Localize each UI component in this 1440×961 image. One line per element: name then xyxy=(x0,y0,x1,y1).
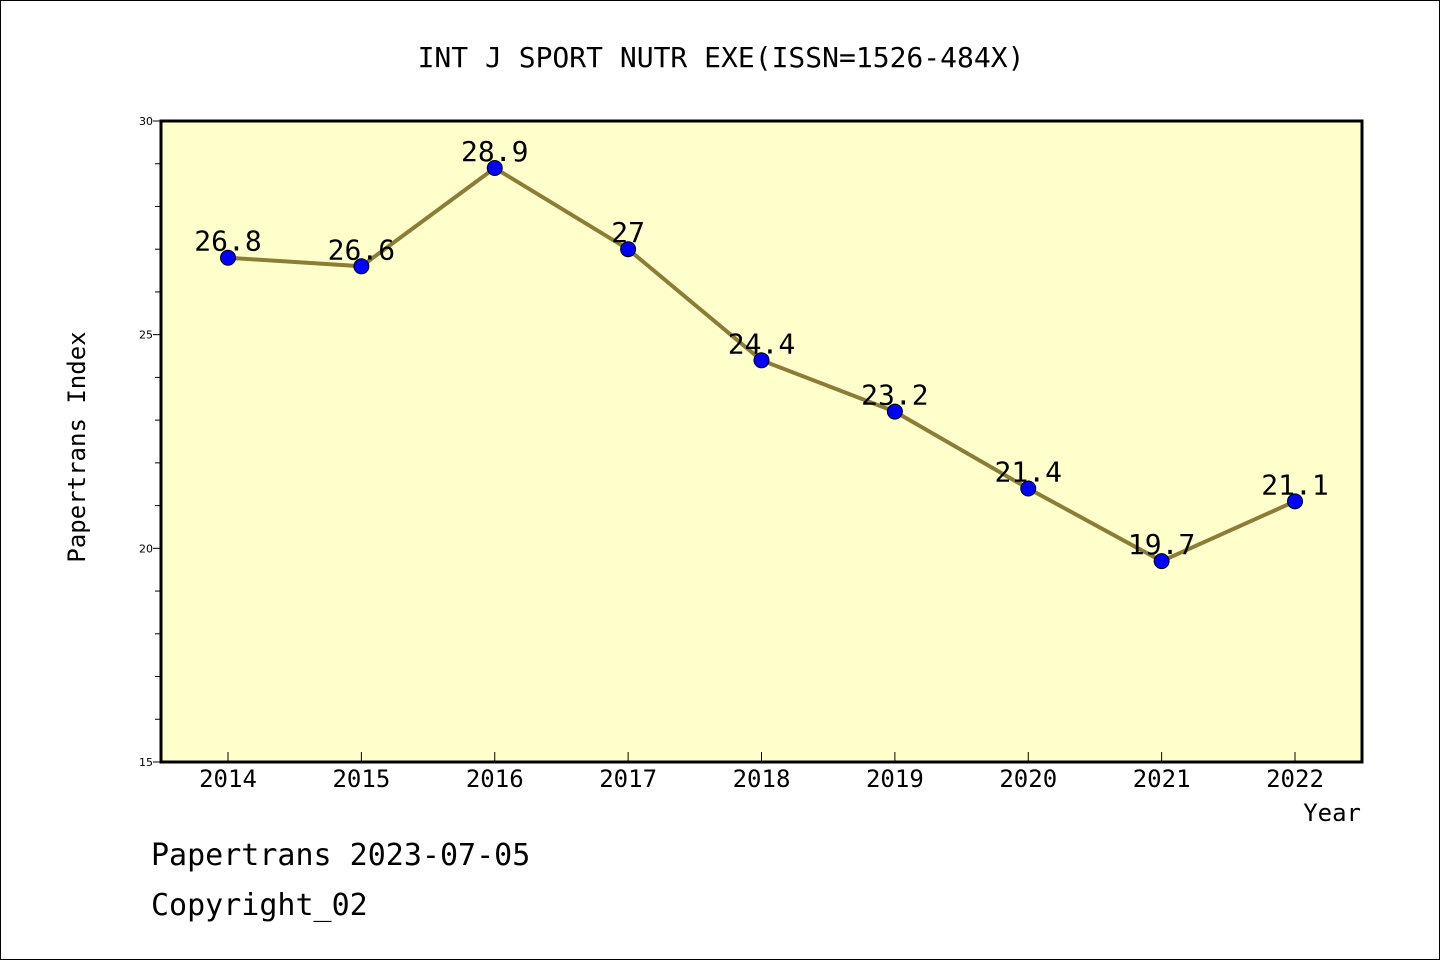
plot-border xyxy=(159,119,1364,764)
data-point xyxy=(1020,480,1037,497)
data-labels: 26.8 26.6 28.9 27 24.4 23.2 21.4 19.7 21.1 xyxy=(194,135,1328,561)
x-tick-label: 2019 xyxy=(866,765,924,793)
data-point xyxy=(220,249,236,266)
data-point xyxy=(886,403,903,420)
data-point xyxy=(353,258,370,275)
series-markers xyxy=(220,160,1303,570)
data-point xyxy=(1153,553,1170,570)
y-tick-label: 25 xyxy=(139,329,153,342)
data-point xyxy=(1287,493,1303,510)
y-axis-label: Papertrans Index xyxy=(63,331,91,562)
data-label: 19.7 xyxy=(1128,528,1195,561)
x-tick-label: 2018 xyxy=(733,765,791,793)
data-label: 28.9 xyxy=(461,135,528,168)
x-tick-label: 2017 xyxy=(599,765,657,793)
x-tick-label: 2016 xyxy=(466,765,524,793)
data-label: 26.8 xyxy=(194,225,261,258)
chart-title: INT J SPORT NUTR EXE(ISSN=1526-484X) xyxy=(418,41,1025,74)
data-label: 27 xyxy=(611,216,645,249)
footer-copyright: Copyright_02 xyxy=(151,888,368,923)
x-tick-label: 2015 xyxy=(332,765,390,793)
data-label: 21.1 xyxy=(1261,468,1328,501)
y-tick-label: 30 xyxy=(139,115,153,128)
data-label: 21.4 xyxy=(995,456,1062,489)
x-tick-label: 2014 xyxy=(199,765,257,793)
x-tick-label: 2021 xyxy=(1133,765,1191,793)
data-point xyxy=(486,160,503,177)
x-axis-label: Year xyxy=(1303,799,1361,827)
data-label: 23.2 xyxy=(861,379,928,412)
footer-stamp: Papertrans 2023-07-05 xyxy=(151,838,530,873)
data-point xyxy=(753,352,770,369)
x-tick-label: 2022 xyxy=(1266,765,1324,793)
data-point xyxy=(620,241,637,258)
x-tick-label: 2020 xyxy=(999,765,1057,793)
y-tick-label: 20 xyxy=(139,542,153,555)
y-axis: 15 20 25 30 xyxy=(139,115,161,769)
plot-area xyxy=(161,121,1362,762)
data-label: 26.6 xyxy=(328,233,395,266)
data-label: 24.4 xyxy=(728,327,795,360)
x-axis: 2014 2015 2016 2017 2018 2019 2020 2021 2022 xyxy=(199,752,1324,793)
y-tick-label: 15 xyxy=(139,756,153,769)
